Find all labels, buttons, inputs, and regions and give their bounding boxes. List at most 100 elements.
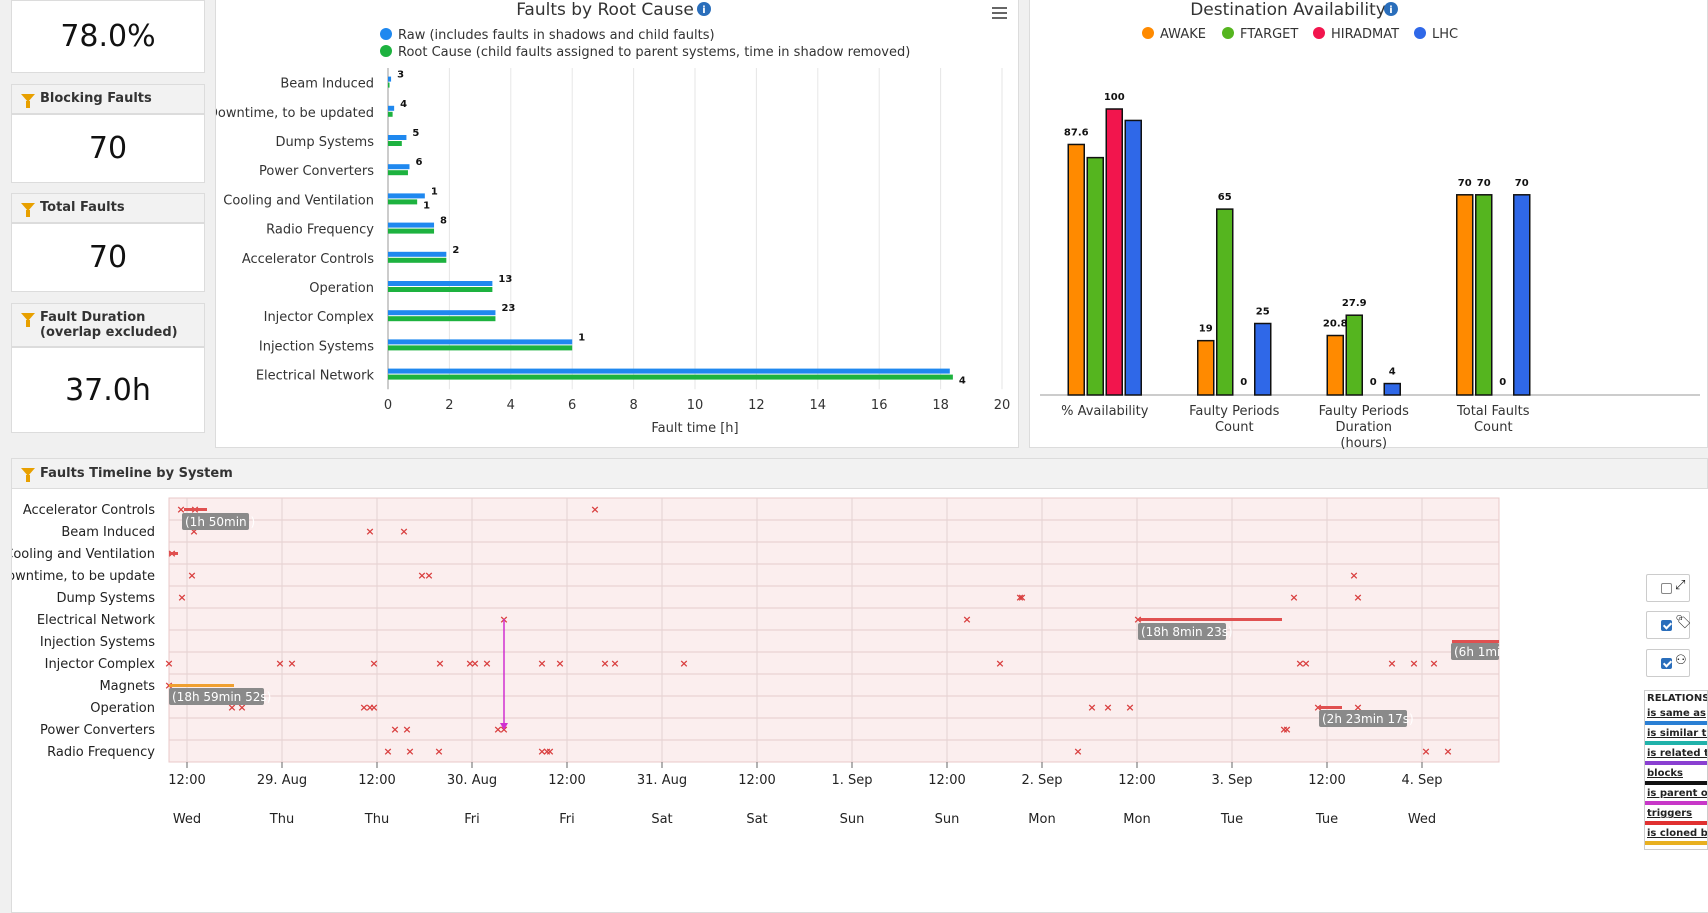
fault-marker[interactable]: ×: [995, 657, 1004, 670]
fault-marker[interactable]: ×: [383, 745, 392, 758]
bar[interactable]: [388, 199, 418, 205]
fault-marker[interactable]: ×: [405, 745, 414, 758]
fault-marker[interactable]: ×: [590, 503, 599, 516]
fault-marker[interactable]: ×: [189, 525, 198, 538]
bar[interactable]: [388, 228, 435, 234]
fault-duration-header[interactable]: Fault Duration (overlap excluded): [11, 303, 205, 347]
bar[interactable]: [388, 76, 392, 82]
fault-marker[interactable]: ×: [1295, 657, 1304, 670]
bar[interactable]: [1475, 194, 1493, 396]
fault-duration-bar[interactable]: [184, 508, 207, 511]
bar[interactable]: [388, 374, 953, 380]
legend-raw[interactable]: Raw (includes faults in shadows and chil…: [398, 28, 715, 43]
fault-marker[interactable]: ×: [275, 657, 284, 670]
fault-marker[interactable]: ×: [1017, 591, 1026, 604]
bar[interactable]: [1124, 119, 1142, 396]
bar[interactable]: [388, 135, 407, 140]
bar[interactable]: [1254, 322, 1272, 396]
fault-duration-bar[interactable]: [169, 684, 234, 687]
fault-marker[interactable]: ×: [1282, 723, 1291, 736]
bar[interactable]: [1067, 143, 1085, 396]
fault-marker[interactable]: ×: [227, 701, 236, 714]
fault-marker[interactable]: ×: [164, 657, 173, 670]
fault-marker[interactable]: ×: [369, 657, 378, 670]
fault-marker[interactable]: ×: [402, 723, 411, 736]
fault-marker[interactable]: ×: [434, 745, 443, 758]
fullscreen-toggle[interactable]: ⤢: [1646, 574, 1690, 602]
fault-marker[interactable]: ×: [610, 657, 619, 670]
fault-marker[interactable]: ×: [176, 503, 185, 516]
labels-toggle[interactable]: 🏷: [1646, 611, 1692, 639]
fault-marker[interactable]: ×: [1387, 657, 1396, 670]
fault-marker[interactable]: ×: [287, 657, 296, 670]
fault-marker[interactable]: ×: [555, 657, 564, 670]
info-icon[interactable]: [1384, 2, 1398, 16]
bar[interactable]: [1345, 314, 1363, 396]
fault-marker[interactable]: ×: [1301, 657, 1310, 670]
fault-marker[interactable]: ×: [1349, 569, 1358, 582]
bar[interactable]: [388, 368, 950, 374]
fault-marker[interactable]: ×: [465, 657, 474, 670]
fault-marker[interactable]: ×: [537, 745, 546, 758]
fault-marker[interactable]: ×: [1015, 591, 1024, 604]
bar[interactable]: [388, 257, 447, 263]
fullscreen-checkbox[interactable]: [1661, 583, 1672, 594]
fault-marker[interactable]: ×: [369, 701, 378, 714]
fault-marker[interactable]: ×: [1279, 723, 1288, 736]
bar[interactable]: [388, 310, 496, 316]
fault-marker[interactable]: ×: [537, 657, 546, 670]
fault-marker[interactable]: ×: [600, 657, 609, 670]
info-icon[interactable]: [697, 2, 711, 16]
bar[interactable]: [1216, 208, 1234, 396]
legend-item[interactable]: LHC: [1432, 27, 1458, 42]
fault-marker[interactable]: ×: [1289, 591, 1298, 604]
fault-marker[interactable]: ×: [1409, 657, 1418, 670]
bar[interactable]: [388, 111, 393, 117]
fault-marker[interactable]: ×: [1443, 745, 1452, 758]
fault-marker[interactable]: ×: [545, 745, 554, 758]
bar[interactable]: [1456, 194, 1474, 396]
fault-marker[interactable]: ×: [187, 569, 196, 582]
fault-marker[interactable]: ×: [365, 525, 374, 538]
bar[interactable]: [388, 170, 408, 176]
bar[interactable]: [1383, 382, 1401, 396]
fault-marker[interactable]: ×: [1087, 701, 1096, 714]
fault-marker[interactable]: ×: [470, 657, 479, 670]
total-faults-header[interactable]: Total Faults: [11, 193, 205, 223]
fault-marker[interactable]: ×: [435, 657, 444, 670]
fault-marker[interactable]: ×: [177, 591, 186, 604]
fault-marker[interactable]: ×: [1353, 701, 1362, 714]
legend-item[interactable]: AWAKE: [1160, 27, 1206, 42]
fault-marker[interactable]: ×: [359, 701, 368, 714]
fault-marker[interactable]: ×: [365, 701, 374, 714]
fault-marker[interactable]: ×: [1421, 745, 1430, 758]
bar[interactable]: [388, 251, 447, 257]
bar[interactable]: [388, 287, 493, 292]
legend-item[interactable]: FTARGET: [1240, 27, 1298, 42]
fault-marker[interactable]: ×: [493, 723, 502, 736]
fault-marker[interactable]: ×: [962, 613, 971, 626]
fault-marker[interactable]: ×: [417, 569, 426, 582]
bar[interactable]: [388, 193, 425, 199]
fault-marker[interactable]: ×: [390, 723, 399, 736]
bar[interactable]: [388, 339, 573, 345]
fault-marker[interactable]: ×: [679, 657, 688, 670]
fault-marker[interactable]: ×: [424, 569, 433, 582]
bar[interactable]: [388, 316, 496, 322]
fault-marker[interactable]: ×: [1125, 701, 1134, 714]
fault-duration-bar[interactable]: [1139, 618, 1282, 621]
hierarchy-checkbox[interactable]: [1661, 658, 1672, 669]
fault-marker[interactable]: ×: [1353, 591, 1362, 604]
bar[interactable]: [388, 281, 493, 286]
bar[interactable]: [388, 222, 435, 228]
blocking-faults-header[interactable]: Blocking Faults: [11, 84, 205, 114]
fault-marker[interactable]: ×: [482, 657, 491, 670]
menu-icon[interactable]: [992, 7, 1007, 19]
fault-marker[interactable]: ×: [399, 525, 408, 538]
timeline-header[interactable]: Faults Timeline by System: [11, 458, 1708, 489]
fault-duration-bar[interactable]: [1452, 640, 1499, 643]
fault-duration-bar[interactable]: [1318, 706, 1342, 709]
fault-marker[interactable]: ×: [237, 701, 246, 714]
fault-marker[interactable]: ×: [542, 745, 551, 758]
bar[interactable]: [1197, 339, 1215, 396]
